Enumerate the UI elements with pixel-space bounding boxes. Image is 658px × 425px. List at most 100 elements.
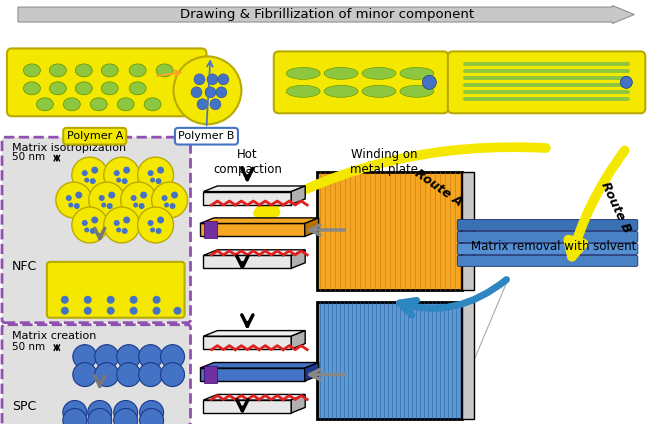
FancyBboxPatch shape: [2, 325, 191, 425]
Circle shape: [133, 203, 138, 207]
Text: Matrix removal with solvent: Matrix removal with solvent: [471, 240, 636, 253]
Ellipse shape: [49, 82, 66, 95]
Text: SPC: SPC: [12, 400, 36, 413]
Circle shape: [84, 307, 91, 315]
Circle shape: [620, 76, 632, 88]
Text: Hot
compaction: Hot compaction: [213, 148, 282, 176]
Ellipse shape: [24, 64, 40, 77]
Circle shape: [95, 363, 118, 387]
Circle shape: [68, 203, 73, 207]
Circle shape: [150, 227, 155, 232]
FancyBboxPatch shape: [2, 137, 191, 323]
Circle shape: [123, 216, 130, 224]
Circle shape: [75, 192, 82, 198]
Circle shape: [122, 178, 128, 184]
FancyBboxPatch shape: [448, 51, 645, 113]
Circle shape: [99, 195, 105, 201]
Circle shape: [108, 192, 115, 198]
Ellipse shape: [156, 64, 173, 77]
Circle shape: [107, 203, 113, 209]
Circle shape: [164, 203, 169, 207]
Polygon shape: [291, 394, 305, 413]
Circle shape: [91, 167, 98, 173]
Circle shape: [116, 363, 141, 387]
Ellipse shape: [362, 68, 396, 79]
FancyBboxPatch shape: [457, 219, 638, 230]
Circle shape: [210, 99, 221, 110]
Circle shape: [72, 207, 108, 243]
Circle shape: [139, 408, 164, 425]
Circle shape: [61, 307, 69, 315]
Polygon shape: [203, 336, 291, 349]
Circle shape: [174, 307, 182, 315]
Polygon shape: [200, 368, 305, 381]
Bar: [462, 172, 474, 290]
Polygon shape: [203, 250, 305, 255]
Bar: [205, 221, 217, 238]
Bar: [462, 302, 474, 419]
Circle shape: [89, 228, 96, 234]
Circle shape: [123, 167, 130, 173]
Circle shape: [174, 57, 241, 124]
FancyBboxPatch shape: [457, 244, 638, 255]
Circle shape: [107, 307, 114, 315]
Bar: [205, 366, 217, 383]
Circle shape: [170, 203, 176, 209]
Bar: [317, 172, 462, 290]
Circle shape: [150, 178, 155, 183]
Circle shape: [216, 87, 227, 98]
Circle shape: [84, 178, 89, 183]
Circle shape: [155, 178, 162, 184]
Circle shape: [162, 195, 168, 201]
Ellipse shape: [49, 64, 66, 77]
Ellipse shape: [129, 82, 146, 95]
Polygon shape: [291, 250, 305, 268]
Circle shape: [114, 400, 138, 425]
Polygon shape: [203, 394, 305, 400]
Polygon shape: [305, 218, 318, 236]
Polygon shape: [305, 363, 318, 381]
Circle shape: [161, 363, 184, 387]
Ellipse shape: [101, 82, 118, 95]
Circle shape: [147, 220, 153, 226]
Circle shape: [207, 74, 218, 85]
Circle shape: [101, 203, 106, 207]
Ellipse shape: [101, 64, 118, 77]
Circle shape: [139, 345, 163, 368]
Polygon shape: [203, 400, 291, 413]
Circle shape: [151, 182, 188, 218]
Ellipse shape: [90, 98, 107, 111]
Circle shape: [130, 296, 138, 304]
Circle shape: [95, 345, 118, 368]
Ellipse shape: [24, 82, 40, 95]
Circle shape: [88, 400, 112, 425]
Ellipse shape: [129, 64, 146, 77]
Circle shape: [218, 74, 229, 85]
Circle shape: [197, 99, 208, 110]
Circle shape: [120, 182, 157, 218]
Text: Matrix creation: Matrix creation: [12, 331, 96, 341]
Circle shape: [82, 170, 88, 176]
Bar: [317, 302, 462, 419]
Polygon shape: [203, 331, 305, 336]
Polygon shape: [200, 218, 318, 224]
Circle shape: [171, 192, 178, 198]
Circle shape: [56, 182, 91, 218]
Circle shape: [89, 178, 96, 184]
Ellipse shape: [362, 85, 396, 97]
Text: Drawing & Fibrillization of minor component: Drawing & Fibrillization of minor compon…: [180, 8, 474, 21]
Text: Polymer B: Polymer B: [178, 131, 235, 141]
Circle shape: [116, 178, 121, 183]
Ellipse shape: [63, 98, 80, 111]
Circle shape: [140, 192, 147, 198]
Circle shape: [73, 363, 97, 387]
Circle shape: [116, 227, 121, 232]
Circle shape: [114, 170, 120, 176]
Circle shape: [82, 220, 88, 226]
Circle shape: [130, 307, 138, 315]
Circle shape: [147, 170, 153, 176]
Text: NFC: NFC: [12, 260, 38, 273]
Ellipse shape: [75, 64, 92, 77]
Ellipse shape: [286, 85, 320, 97]
Circle shape: [84, 227, 89, 232]
